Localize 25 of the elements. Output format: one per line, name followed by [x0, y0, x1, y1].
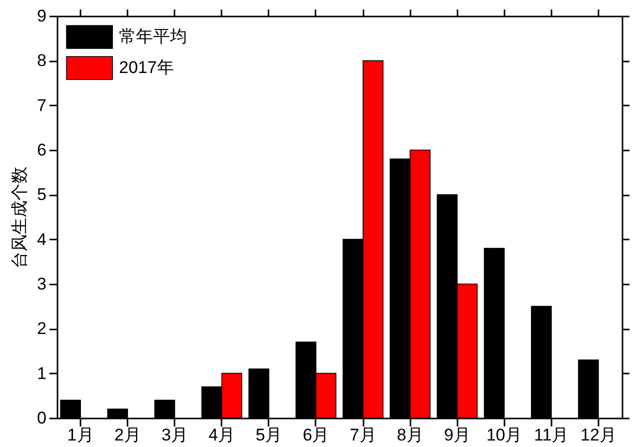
y-tick-label: 9: [37, 6, 46, 26]
legend-label: 2017年: [119, 58, 174, 77]
y-tick-label: 3: [37, 274, 46, 294]
y-tick-label: 7: [37, 96, 46, 115]
y-tick-label: 6: [37, 140, 46, 160]
x-tick-label: 11月: [534, 426, 569, 444]
x-tick-label: 12月: [580, 426, 616, 444]
x-tick-label: 7月: [350, 426, 376, 444]
x-tick-label: 1月: [67, 426, 94, 444]
y-axis-title: 台风生成个数: [10, 166, 30, 268]
y-tick-label: 4: [37, 230, 46, 249]
x-tick-label: 4月: [208, 426, 236, 444]
x-tick-label: 9月: [444, 426, 470, 444]
x-tick-label: 3月: [161, 426, 188, 444]
x-tick-label: 2月: [114, 426, 141, 444]
y-tick-label: 8: [37, 51, 46, 70]
x-tick-label: 8月: [396, 426, 424, 444]
legend-label: 常年平均: [119, 27, 187, 46]
y-tick-label: 1: [37, 364, 46, 383]
x-tick-label: 6月: [302, 426, 330, 444]
x-tick-label: 5月: [256, 426, 282, 444]
y-tick-label: 0: [37, 408, 46, 428]
x-tick-label: 10月: [486, 426, 522, 444]
y-tick-label: 5: [37, 185, 46, 204]
y-tick-label: 2: [37, 319, 46, 338]
